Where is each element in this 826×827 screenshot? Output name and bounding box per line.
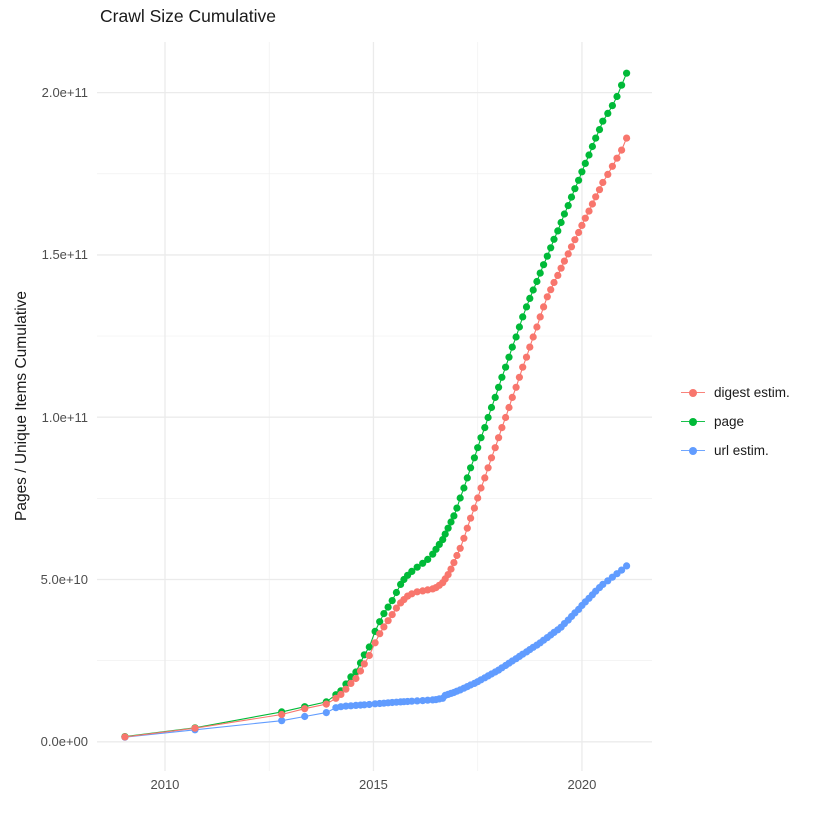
y-tick-label: 1.0e+11 bbox=[41, 409, 88, 425]
legend-key-url-estim-icon bbox=[681, 444, 705, 458]
y-tick-label: 0.0e+00 bbox=[40, 734, 88, 750]
legend-item-digest-estim: digest estim. bbox=[681, 378, 790, 407]
legend-key-digest-estim-icon bbox=[681, 386, 705, 400]
x-tick-label: 2010 bbox=[150, 777, 180, 792]
y-tick-label: 5.0e+10 bbox=[40, 571, 88, 587]
legend: digest estim. page url estim. bbox=[681, 378, 790, 465]
y-tick-label: 2.0e+11 bbox=[41, 85, 88, 101]
legend-label-page: page bbox=[714, 414, 745, 429]
x-tick-label: 2020 bbox=[567, 777, 597, 792]
y-tick-label: 1.5e+11 bbox=[41, 247, 88, 263]
legend-item-page: page bbox=[681, 407, 790, 436]
chart-title: Crawl Size Cumulative bbox=[100, 6, 277, 26]
legend-label-digest-estim: digest estim. bbox=[714, 385, 790, 400]
legend-item-url-estim: url estim. bbox=[681, 436, 790, 465]
legend-key-page-icon bbox=[681, 415, 705, 429]
x-tick-label: 2015 bbox=[358, 777, 388, 792]
legend-label-url-estim: url estim. bbox=[714, 443, 769, 458]
